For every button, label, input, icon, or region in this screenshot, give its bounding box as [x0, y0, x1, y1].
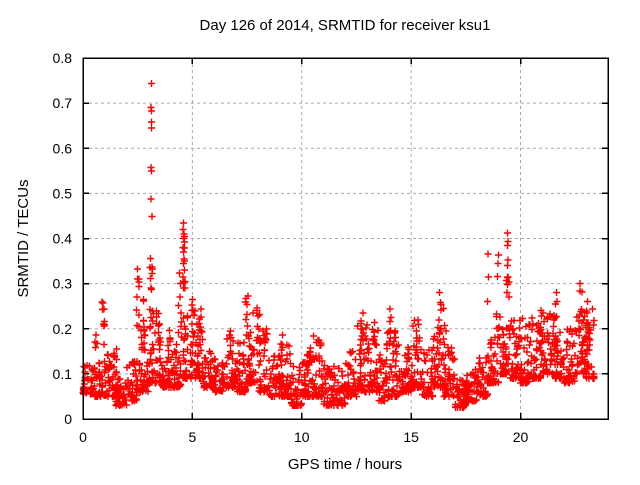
y-tick-labels: 0 0.1 0.2 0.3 0.4 0.5 0.6 0.7 0.8 [53, 50, 73, 427]
x-axis-label: GPS time / hours [288, 456, 402, 473]
x-tick-label: 20 [513, 429, 529, 445]
x-tick-label: 5 [188, 429, 196, 445]
x-tick-labels: 0 5 10 15 20 [79, 429, 528, 445]
y-tick-label: 0.3 [53, 276, 73, 292]
x-tick-label: 0 [79, 429, 87, 445]
y-axis-label: SRMTID / TECUs [15, 179, 32, 297]
scatter-markers [79, 80, 598, 411]
x-tick-label: 15 [403, 429, 419, 445]
y-tick-label: 0.4 [53, 231, 73, 247]
chart-title: Day 126 of 2014, SRMTID for receiver ksu… [200, 17, 491, 34]
plot-border [82, 57, 609, 420]
y-tick-label: 0.5 [53, 185, 73, 201]
y-tick-label: 0.6 [53, 140, 73, 156]
y-tick-label: 0.8 [53, 50, 73, 66]
y-tick-label: 0.2 [53, 321, 73, 337]
y-tick-label: 0 [64, 411, 72, 427]
y-tick-label: 0.7 [53, 95, 73, 111]
y-tick-label: 0.1 [53, 366, 73, 382]
x-tick-label: 10 [294, 429, 310, 445]
data-points [79, 80, 598, 411]
